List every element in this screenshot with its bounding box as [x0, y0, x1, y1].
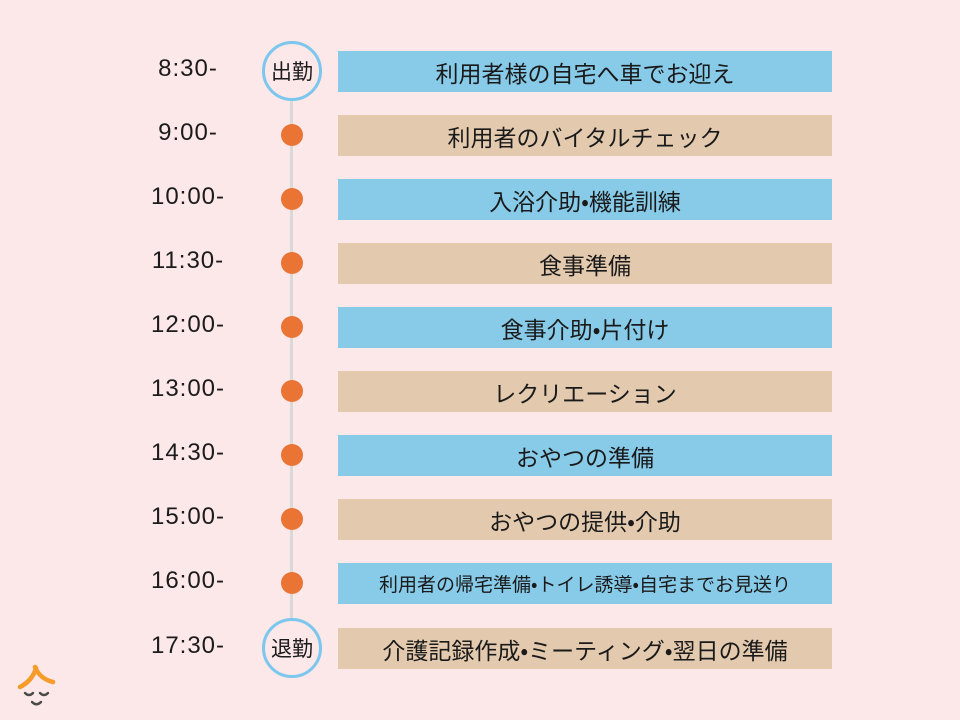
- time-label: 13:00-: [150, 375, 226, 402]
- time-label: 12:00-: [150, 311, 226, 338]
- time-label: 9:00-: [158, 119, 218, 146]
- task-bar: レクリエーション: [338, 371, 832, 412]
- task-bar: 入浴介助・機能訓練: [338, 179, 832, 220]
- task-bar: 食事介助・片付け: [338, 307, 832, 348]
- timeline-dot-icon: [281, 188, 303, 210]
- time-label: 8:30-: [158, 55, 218, 82]
- timeline-dot-icon: [281, 124, 303, 146]
- task-bar: 利用者の帰宅準備・トイレ誘導・自宅までお見送り: [338, 563, 832, 604]
- timeline-dot-icon: [281, 572, 303, 594]
- end-work-label: 退勤: [271, 638, 313, 661]
- end-work-circle: 退勤: [262, 618, 322, 678]
- task-bar: 利用者様の自宅へ車でお迎え: [338, 51, 832, 92]
- start-work-circle: 出勤: [262, 41, 322, 101]
- task-bar: 食事準備: [338, 243, 832, 284]
- time-label: 16:00-: [150, 567, 226, 594]
- time-label: 17:30-: [150, 632, 226, 659]
- timeline-line: [290, 101, 293, 618]
- time-label: 10:00-: [150, 183, 226, 210]
- start-work-label: 出勤: [271, 61, 313, 84]
- task-bar: おやつの準備: [338, 435, 832, 476]
- task-bar: おやつの提供・介助: [338, 499, 832, 540]
- timeline-dot-icon: [281, 508, 303, 530]
- time-label: 11:30-: [151, 247, 225, 274]
- time-label: 14:30-: [150, 439, 226, 466]
- mascot-face-icon: [17, 664, 56, 706]
- timeline-dot-icon: [281, 252, 303, 274]
- task-bar: 介護記録作成・ミーティング・翌日の準備: [338, 628, 832, 669]
- timeline-dot-icon: [281, 444, 303, 466]
- timeline-dot-icon: [281, 316, 303, 338]
- task-bar: 利用者のバイタルチェック: [338, 115, 832, 156]
- timeline-dot-icon: [281, 380, 303, 402]
- time-label: 15:00-: [150, 503, 226, 530]
